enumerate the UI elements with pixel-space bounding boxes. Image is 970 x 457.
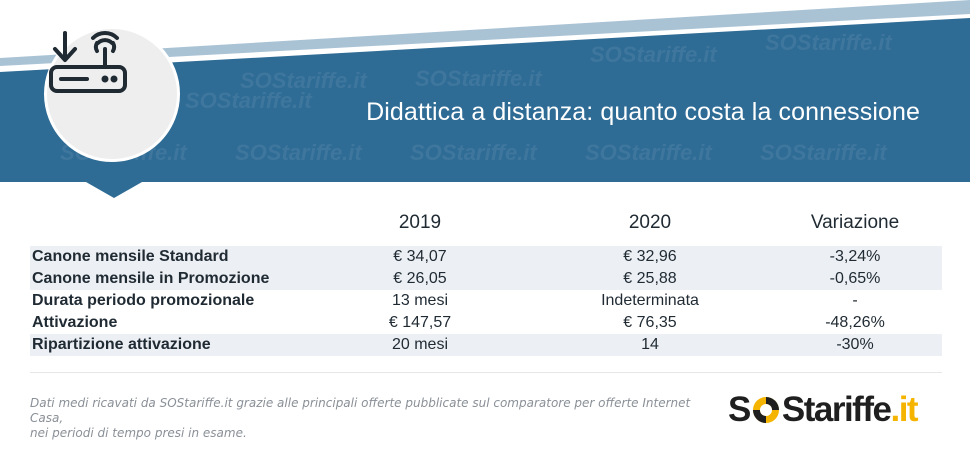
lifebuoy-icon (752, 397, 779, 423)
table-row: Canone mensile Standard € 34,07 € 32,96 … (30, 246, 942, 268)
cell-variation: -3,24% (829, 248, 881, 265)
header-banner: SOStariffe.it SOStariffe.it SOStariffe.i… (0, 0, 970, 200)
footnote: Dati medi ricavati da SOStariffe.it graz… (30, 396, 710, 441)
row-label: Durata periodo promozionale (32, 292, 255, 309)
logo-domain: .it (890, 390, 918, 429)
cell-2020: € 25,88 (623, 270, 677, 287)
table-row: Ripartizione attivazione 20 mesi 14 -30% (30, 334, 942, 356)
cell-2020: Indeterminata (601, 292, 699, 309)
logo-letter: S (728, 390, 751, 429)
cell-2019: € 147,57 (388, 314, 452, 331)
table-row: Canone mensile in Promozione € 26,05 € 2… (30, 268, 942, 290)
table-row: Durata periodo promozionale 13 mesi Inde… (30, 290, 942, 312)
table-header: 2019 2020 Variazione (30, 208, 942, 242)
header-background (0, 0, 970, 198)
cell-2019: € 34,07 (393, 248, 447, 265)
cell-2019: 13 mesi (391, 292, 449, 309)
cell-variation: -30% (836, 336, 874, 353)
column-header-2020: 2020 (628, 212, 672, 233)
cell-variation: - (852, 292, 858, 309)
cell-2019: € 26,05 (393, 270, 447, 287)
logo-letter: S (781, 390, 805, 429)
logo-tariffe: tariffe (803, 390, 892, 429)
table-body: Canone mensile Standard € 34,07 € 32,96 … (30, 246, 942, 356)
cell-variation: -0,65% (829, 270, 881, 287)
comparison-table: 2019 2020 Variazione Canone mensile Stan… (30, 208, 942, 356)
router-icon (49, 31, 127, 93)
cell-2020: € 76,35 (623, 314, 677, 331)
page-title: Didattica a distanza: quanto costa la co… (366, 98, 920, 126)
cell-2020: 14 (641, 336, 659, 353)
table-row: Attivazione € 147,57 € 76,35 -48,26% (30, 312, 942, 334)
sostariffe-logo: S Stariffe.it (728, 388, 919, 432)
footnote-line: nei periodi di tempo presi in esame. (30, 426, 247, 440)
footnote-line: Dati medi ricavati da SOStariffe.it graz… (30, 396, 691, 425)
cell-2020: € 32,96 (623, 248, 677, 265)
column-header-2019: 2019 (398, 212, 442, 233)
row-label: Attivazione (32, 314, 118, 331)
row-label: Ripartizione attivazione (32, 336, 211, 353)
cell-2019: 20 mesi (391, 336, 449, 353)
row-label: Canone mensile Standard (32, 248, 229, 265)
row-label: Canone mensile in Promozione (32, 270, 270, 287)
logo-wordmark: S Stariffe.it (728, 388, 919, 432)
cell-variation: -48,26% (825, 314, 885, 331)
column-header-variation: Variazione (810, 212, 900, 233)
divider (30, 372, 942, 373)
icon-circle (44, 26, 180, 162)
